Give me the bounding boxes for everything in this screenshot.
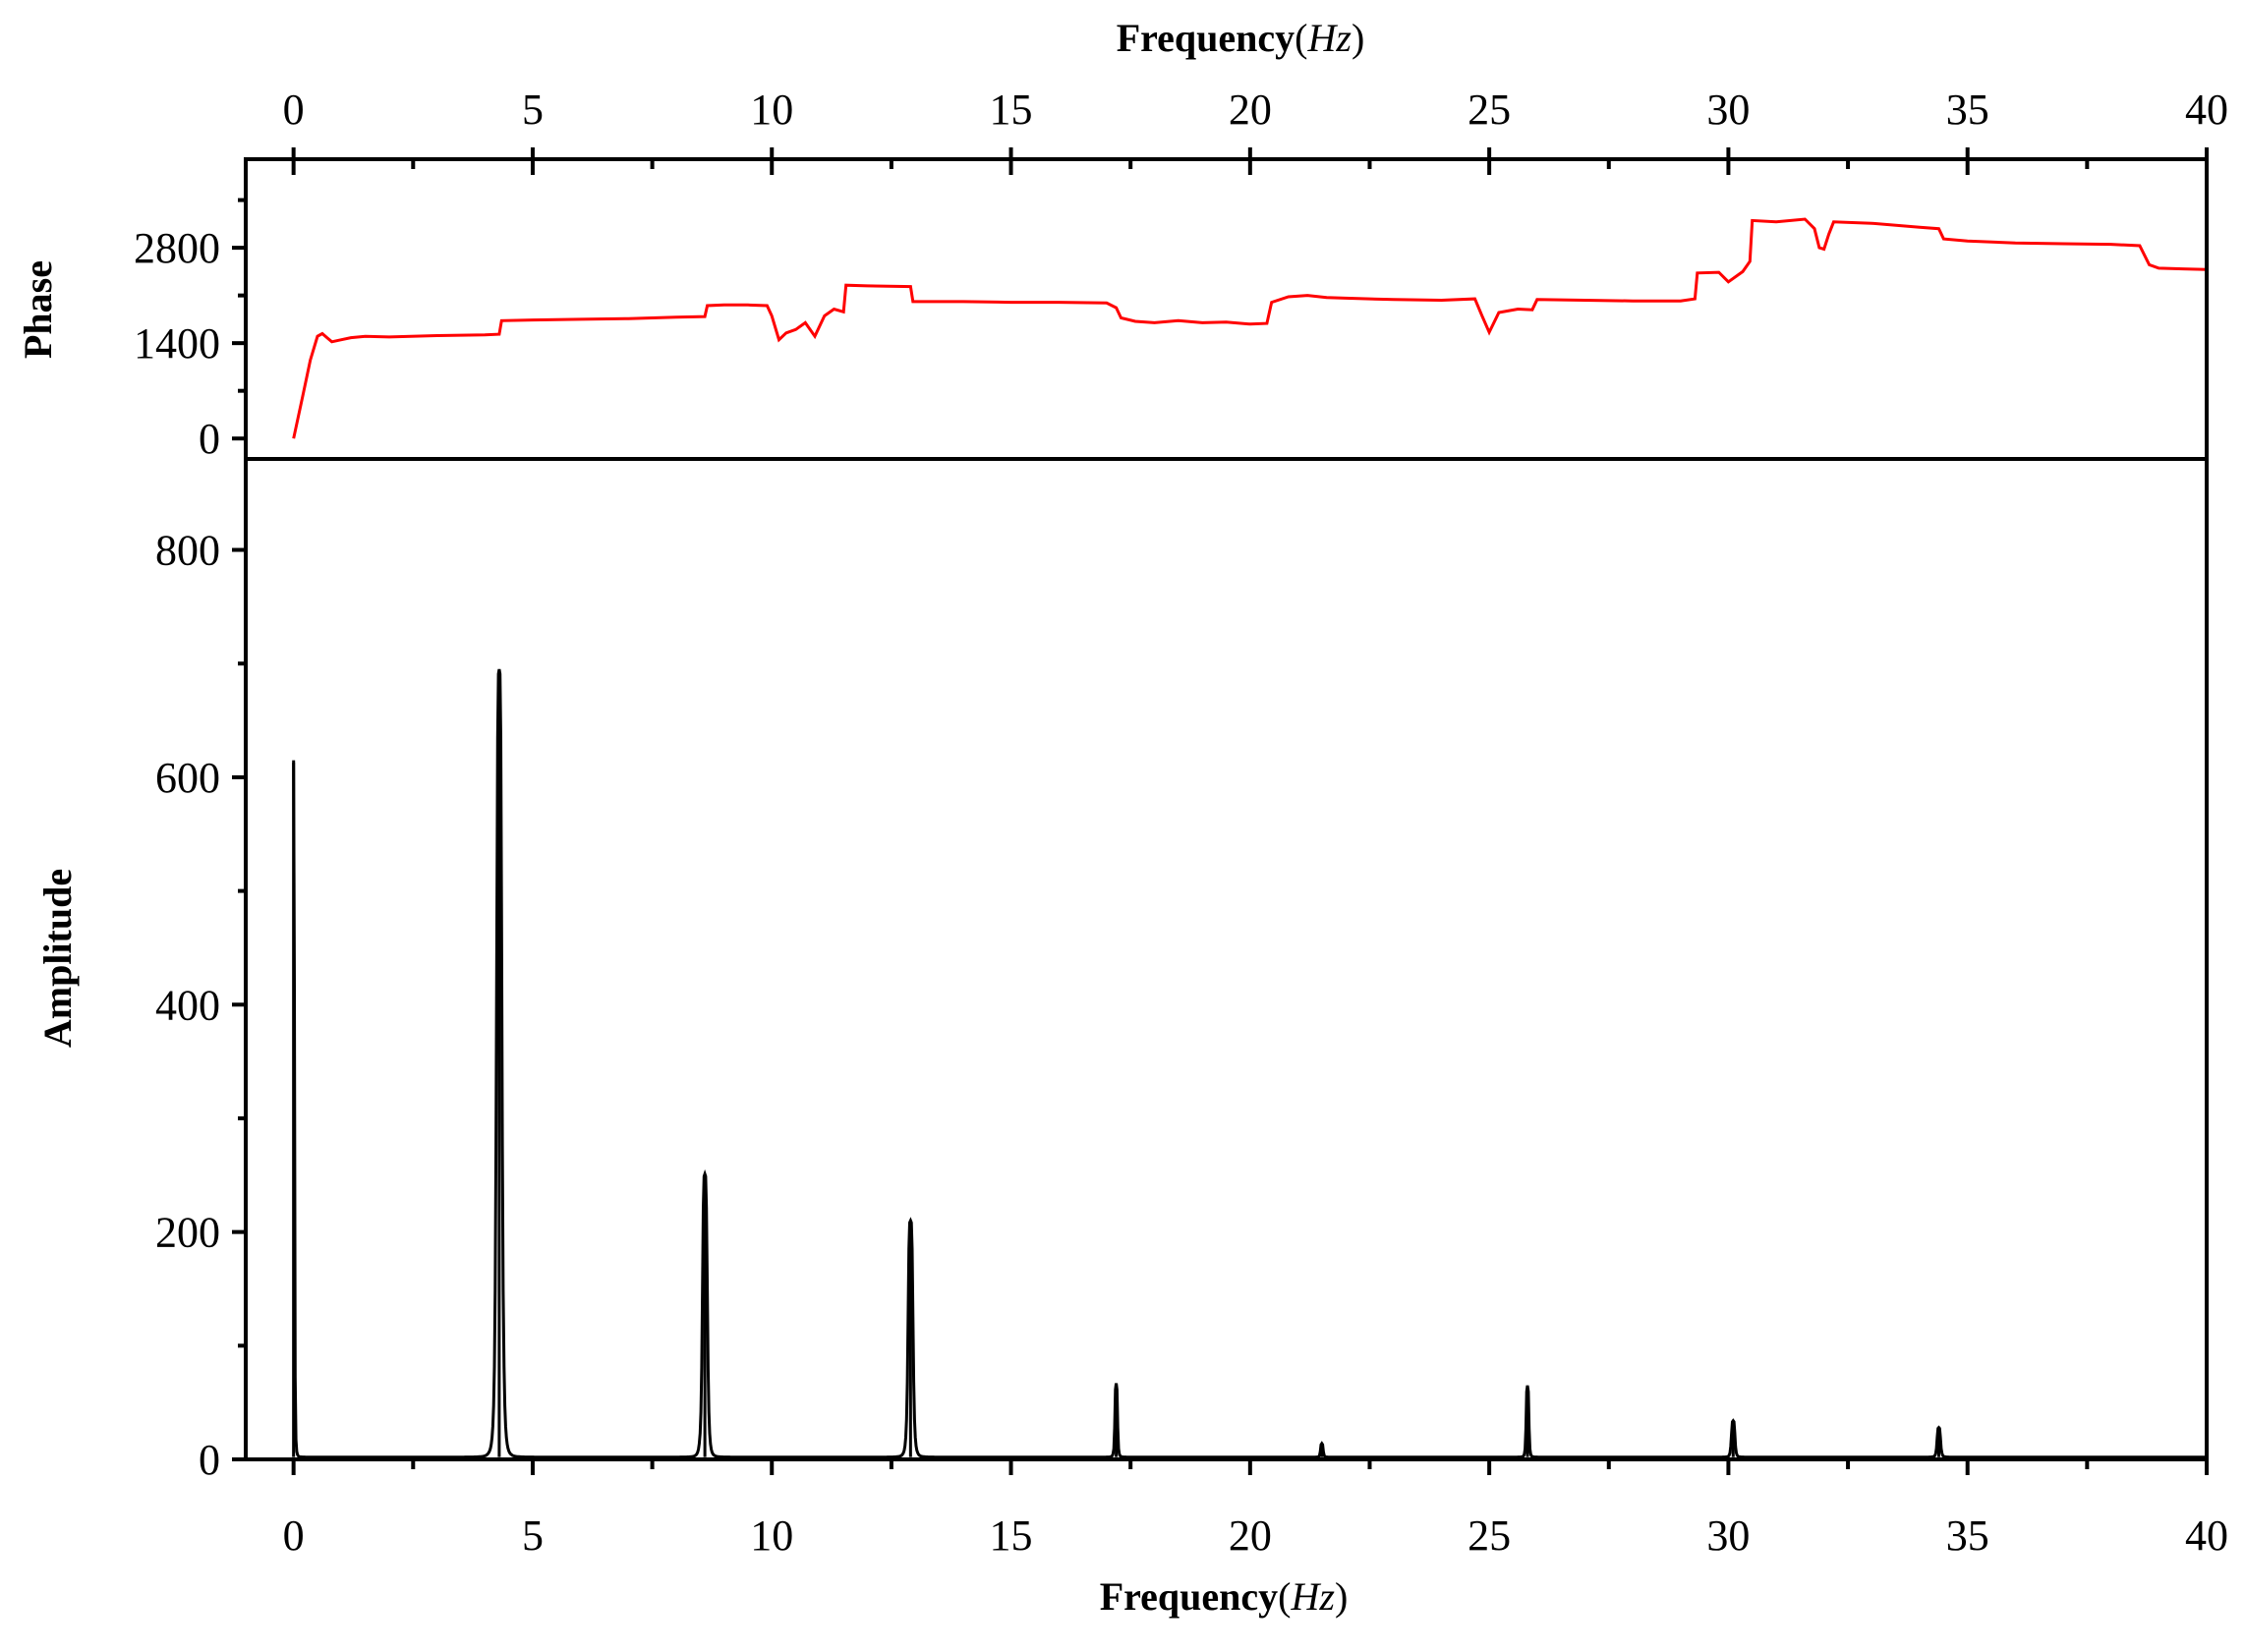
amplitude-x-tick-label: 5 <box>522 1511 544 1560</box>
phase-top-x-tick-label: 0 <box>283 85 305 134</box>
amplitude-panel: 0 200 400 600 800 0 5 10 15 20 25 30 35 40 Amplitude… <box>35 457 2228 1619</box>
amplitude-x-tick-label: 10 <box>750 1511 793 1560</box>
amplitude-x-tick-label: 25 <box>1468 1511 1511 1560</box>
phase-top-x-tick-label: 5 <box>522 85 544 134</box>
amplitude-axis-title: Amplitude <box>35 869 80 1048</box>
phase-axis-title: Phase <box>16 260 60 359</box>
bottom-x-axis-title: Frequency(Hz) <box>1100 1574 1349 1619</box>
phase-top-x-tick-label: 40 <box>2185 85 2228 134</box>
amplitude-y-tick-label: 600 <box>155 754 220 802</box>
amplitude-y-tick-label: 800 <box>155 527 220 575</box>
phase-y-tick-label: 2800 <box>134 224 220 272</box>
amplitude-x-tick-label: 30 <box>1706 1511 1750 1560</box>
phase-top-x-tick-label: 30 <box>1706 85 1750 134</box>
phase-top-x-tick-label: 35 <box>1946 85 1989 134</box>
amplitude-y-tick-label: 200 <box>155 1209 220 1257</box>
phase-y-tick-label: 0 <box>199 415 220 463</box>
amplitude-x-tick-label: 40 <box>2185 1511 2228 1560</box>
amplitude-ticks <box>232 547 2209 1475</box>
phase-top-x-tick-label: 25 <box>1468 85 1511 134</box>
phase-series-line <box>292 217 2208 439</box>
amplitude-y-tick-label: 400 <box>155 981 220 1029</box>
amplitude-x-tick-label: 35 <box>1946 1511 1989 1560</box>
phase-y-tick-label: 1400 <box>134 319 220 368</box>
amplitude-x-tick-label: 0 <box>283 1511 305 1560</box>
phase-panel: 0 1400 2800 0 5 10 15 20 25 30 35 40 Phase Frequen… <box>16 16 2228 463</box>
amplitude-series-line <box>292 668 2207 1459</box>
amplitude-peak-markers <box>292 671 1941 1457</box>
amplitude-y-tick-labels: 0 200 400 600 800 <box>155 527 220 1484</box>
top-x-axis-title: Frequency(Hz) <box>1117 16 1365 60</box>
phase-top-x-tick-label: 10 <box>750 85 793 134</box>
amplitude-x-tick-labels: 0 5 10 15 20 25 30 35 40 <box>283 1511 2228 1560</box>
phase-ticks <box>232 147 2209 441</box>
amplitude-x-tick-label: 20 <box>1229 1511 1272 1560</box>
phase-y-tick-labels: 0 1400 2800 <box>134 224 220 463</box>
phase-plot-frame <box>244 157 2209 461</box>
amplitude-x-tick-label: 15 <box>990 1511 1033 1560</box>
phase-top-x-tick-label: 20 <box>1229 85 1272 134</box>
amplitude-y-tick-label: 0 <box>199 1436 220 1484</box>
phase-top-x-tick-label: 15 <box>990 85 1033 134</box>
phase-top-x-tick-labels: 0 5 10 15 20 25 30 35 40 <box>283 85 2228 134</box>
amplitude-plot-frame <box>244 457 2209 1461</box>
